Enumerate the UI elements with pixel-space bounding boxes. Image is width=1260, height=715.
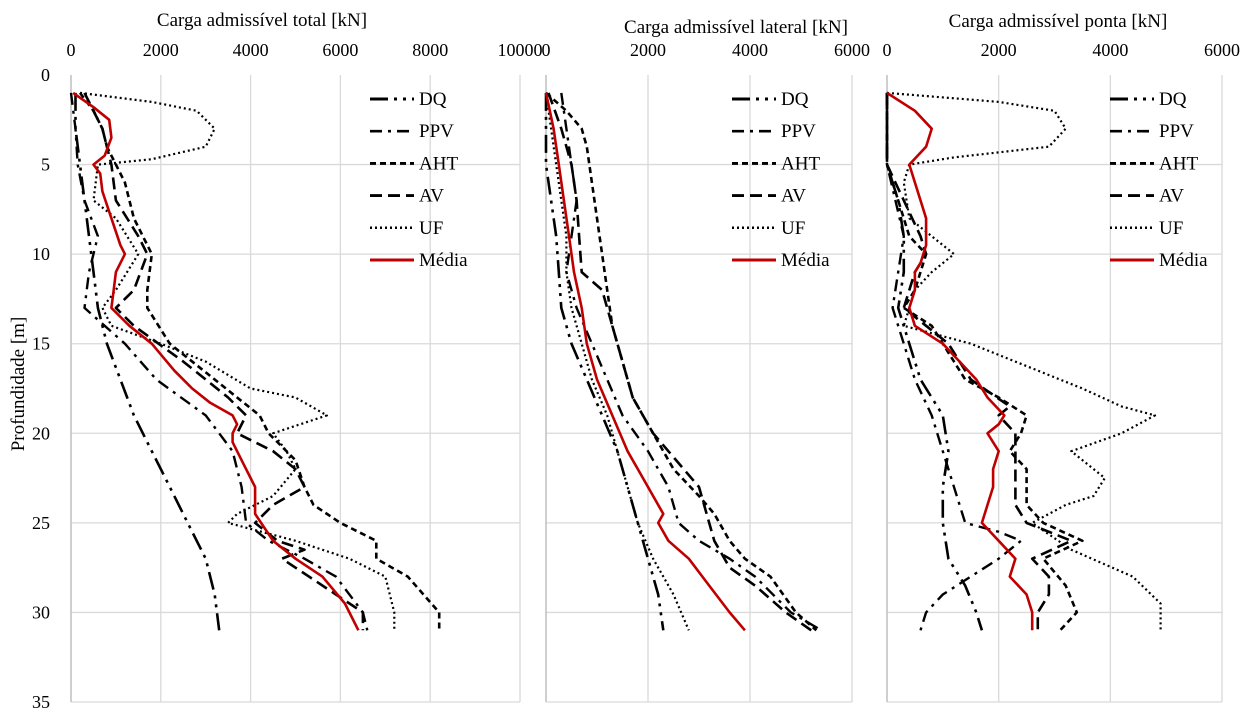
x-tick-label: 6000 (1204, 40, 1240, 60)
x-tick-label: 6000 (834, 40, 870, 60)
series-line-aht (545, 91, 818, 632)
y-tick-label: 25 (32, 513, 50, 533)
legend-label: UF (781, 218, 805, 239)
x-tick-label: 0 (67, 40, 76, 60)
x-tick-label: 4000 (233, 40, 269, 60)
x-tick-label: 8000 (412, 40, 448, 60)
chart-title: Carga admissível total [kN] (157, 10, 367, 31)
x-tick-label: 2000 (143, 40, 179, 60)
legend: DQ PPV AHT AV UF Média (732, 89, 830, 271)
series-line-media (544, 92, 746, 632)
x-tick-label: 4000 (1092, 40, 1128, 60)
legend-label: DQ (419, 89, 447, 110)
x-tick-label: 0 (542, 40, 551, 60)
series-line-av (547, 92, 812, 632)
y-tick-label: 10 (32, 244, 50, 264)
series-line-media (886, 91, 1034, 631)
y-tick-label: 15 (32, 334, 50, 354)
x-tick-label: 10000 (498, 40, 543, 60)
series-line-aht (78, 92, 441, 631)
legend-label: AV (781, 186, 806, 207)
series-line-dq (544, 92, 665, 631)
series-line-ppv (560, 92, 823, 632)
legend-label: Média (781, 250, 830, 271)
legend-label: AHT (1159, 153, 1198, 174)
series-line-ppv (885, 92, 1023, 631)
legend-label: UF (1159, 218, 1183, 239)
chart-panel-1: Carga admissível total [kN] 0 2000 4000 6000… (67, 10, 543, 703)
y-tick-label: 30 (32, 602, 50, 622)
x-tick-label: 4000 (732, 40, 768, 60)
legend-label: AHT (781, 153, 820, 174)
legend-label: DQ (781, 89, 809, 110)
legend-label: AV (1159, 186, 1184, 207)
series-line-dq (885, 92, 984, 631)
chart-title: Carga admissível lateral [kN] (624, 17, 848, 38)
chart-title: Carga admissível ponta [kN] (949, 11, 1168, 32)
series-line-av (885, 92, 1073, 631)
legend-label: Média (1159, 250, 1208, 271)
y-axis-label: Profundidade [m] (8, 317, 29, 452)
legend-label: DQ (1159, 89, 1187, 110)
series-line-uf (79, 91, 396, 631)
legend: DQ PPV AHT AV UF Média (1110, 89, 1208, 271)
y-axis: 0 5 10 15 20 25 30 35 (32, 65, 50, 712)
series-line-aht (885, 92, 1084, 632)
x-tick-label: 2000 (981, 40, 1017, 60)
y-tick-label: 0 (41, 65, 50, 85)
chart-panel-2: Carga admissível lateral [kN] 0 2000 4000 60… (542, 17, 870, 703)
legend-label: AV (419, 186, 444, 207)
x-tick-label: 0 (883, 40, 892, 60)
chart-panel-3: Carga admissível ponta [kN] 0 2000 4000 6000… (883, 11, 1240, 703)
y-tick-label: 5 (41, 155, 50, 175)
series-line-uf (544, 92, 690, 631)
legend-label: PPV (781, 121, 816, 142)
legend-label: PPV (1159, 121, 1194, 142)
series-line-ppv (69, 92, 369, 631)
series-line-media (72, 91, 360, 631)
y-tick-label: 20 (32, 423, 50, 443)
legend-label: AHT (419, 153, 458, 174)
series-line-av (83, 92, 365, 631)
x-tick-label: 2000 (630, 40, 666, 60)
legend-label: PPV (419, 121, 454, 142)
x-tick-label: 6000 (322, 40, 358, 60)
legend-label: UF (419, 218, 443, 239)
y-tick-label: 35 (32, 692, 50, 710)
legend-label: Média (419, 250, 468, 271)
legend: DQ PPV AHT AV UF Média (370, 89, 468, 271)
